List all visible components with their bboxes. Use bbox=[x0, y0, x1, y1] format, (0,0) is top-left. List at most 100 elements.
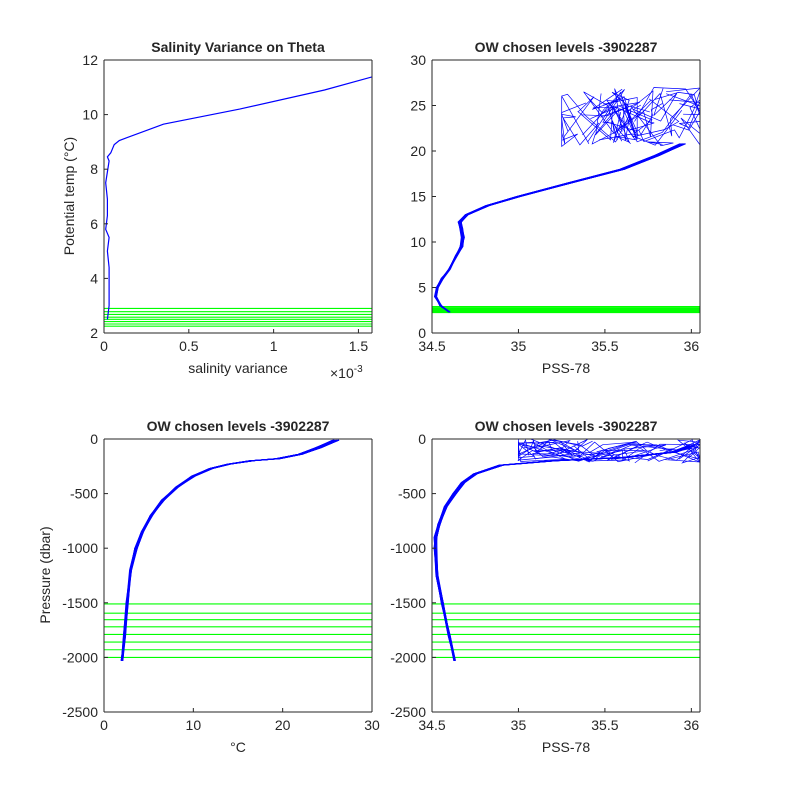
y-axis-label: Pressure (dbar) bbox=[37, 526, 53, 623]
subplot-salinity-pressure: OW chosen levels -3902287 PSS-78 34.5 35 3… bbox=[390, 418, 701, 755]
y-tick-label: 5 bbox=[418, 280, 426, 296]
surface-profile-line bbox=[606, 98, 680, 138]
surface-profile-line bbox=[634, 87, 700, 122]
x-tick-label: 35 bbox=[511, 338, 527, 354]
surface-profile-line bbox=[605, 442, 657, 462]
y-tick-label: -2500 bbox=[390, 704, 426, 720]
subplot-title: OW chosen levels -3902287 bbox=[475, 39, 658, 55]
x-tick-label: 34.5 bbox=[418, 338, 445, 354]
subplot-title: OW chosen levels -3902287 bbox=[475, 418, 658, 434]
y-tick-label: 30 bbox=[410, 52, 426, 68]
exponent-power: -3 bbox=[354, 364, 363, 375]
x-axis-exponent: ×10-3 bbox=[330, 364, 363, 381]
surface-profile-line bbox=[632, 88, 678, 122]
subplot-salinity-theta: OW chosen levels -3902287 PSS-78 34.5 35 3… bbox=[410, 39, 701, 376]
x-tick-label: 1 bbox=[270, 338, 278, 354]
x-tick-label: 36 bbox=[684, 717, 700, 733]
surface-profile-line bbox=[629, 105, 674, 147]
surface-profile-line bbox=[561, 93, 632, 144]
surface-profile-line bbox=[634, 440, 700, 464]
plot-area bbox=[104, 76, 372, 327]
y-tick-label: 2 bbox=[90, 325, 98, 341]
surface-profile-line bbox=[597, 89, 631, 145]
y-tick-label: 15 bbox=[410, 189, 426, 205]
y-tick-label: 12 bbox=[82, 52, 98, 68]
surface-profile-line bbox=[654, 92, 700, 116]
surface-profile-line bbox=[606, 439, 700, 461]
x-tick-label: 36 bbox=[684, 338, 700, 354]
surface-profile-line bbox=[664, 439, 700, 461]
surface-profile-line bbox=[562, 442, 700, 463]
y-tick-label: -500 bbox=[70, 486, 98, 502]
subplot-temperature-pressure: OW chosen levels -3902287 °C Pressure (d… bbox=[37, 418, 380, 755]
y-axis-label: Potential temp (°C) bbox=[61, 137, 77, 255]
y-tick-label: 20 bbox=[410, 143, 426, 159]
y-tick-label: 10 bbox=[82, 107, 98, 123]
y-tick-label: -2500 bbox=[62, 704, 98, 720]
x-axis-label: °C bbox=[230, 739, 246, 755]
x-tick-label: 30 bbox=[364, 717, 380, 733]
surface-profile-line bbox=[518, 439, 593, 457]
x-tick-label: 0 bbox=[100, 717, 108, 733]
surface-profile-line bbox=[529, 439, 573, 457]
profile-line bbox=[122, 439, 336, 661]
x-tick-label: 1.5 bbox=[349, 338, 369, 354]
y-tick-label: -1500 bbox=[390, 595, 426, 611]
y-tick-label: 10 bbox=[410, 234, 426, 250]
plot-area bbox=[432, 439, 700, 661]
x-tick-label: 0.5 bbox=[179, 338, 199, 354]
y-tick-label: -1000 bbox=[62, 540, 98, 556]
surface-profile-line bbox=[561, 102, 587, 148]
subplot-salinity-variance: Salinity Variance on Theta salinity vari… bbox=[61, 39, 373, 381]
surface-profile-line bbox=[583, 91, 623, 142]
y-tick-label: 0 bbox=[418, 431, 426, 447]
surface-profile-line bbox=[561, 113, 600, 146]
surface-profile-line bbox=[637, 87, 700, 137]
y-tick-label: -500 bbox=[398, 486, 426, 502]
y-tick-label: 4 bbox=[90, 270, 98, 286]
surface-profile-line bbox=[596, 439, 700, 461]
surface-profile-line bbox=[679, 101, 700, 140]
y-tick-label: -2000 bbox=[390, 649, 426, 665]
surface-profile-line bbox=[672, 110, 700, 146]
y-tick-label: 6 bbox=[90, 216, 98, 232]
x-axis-label: salinity variance bbox=[188, 360, 288, 376]
x-axis-label: PSS-78 bbox=[542, 739, 590, 755]
surface-profile-line bbox=[592, 88, 632, 141]
x-tick-label: 35 bbox=[511, 717, 527, 733]
surface-profile-line bbox=[647, 439, 700, 464]
x-tick-label: 34.5 bbox=[418, 717, 445, 733]
y-tick-label: 0 bbox=[418, 325, 426, 341]
surface-profile-line bbox=[577, 447, 695, 462]
x-tick-label: 35.5 bbox=[591, 338, 618, 354]
x-tick-label: 20 bbox=[275, 717, 291, 733]
subplot-title: OW chosen levels -3902287 bbox=[147, 418, 330, 434]
y-tick-label: -1000 bbox=[390, 540, 426, 556]
surface-profile-line bbox=[540, 440, 606, 462]
surface-profile-line bbox=[580, 441, 654, 463]
subplot-title: Salinity Variance on Theta bbox=[151, 39, 325, 55]
x-axis-label: PSS-78 bbox=[542, 360, 590, 376]
surface-profile-line bbox=[676, 439, 700, 452]
surface-profile-line bbox=[530, 439, 570, 461]
x-tick-label: 10 bbox=[186, 717, 202, 733]
y-tick-label: -2000 bbox=[62, 649, 98, 665]
y-tick-label: -1500 bbox=[62, 595, 98, 611]
x-tick-label: 0 bbox=[100, 338, 108, 354]
surface-profile-line bbox=[608, 101, 683, 146]
x-tick-label: 35.5 bbox=[591, 717, 618, 733]
surface-profile-line bbox=[679, 99, 700, 140]
series-line bbox=[105, 76, 372, 320]
plot-area bbox=[104, 439, 372, 661]
surface-profile-line bbox=[599, 103, 663, 141]
profile-line bbox=[436, 143, 686, 313]
y-tick-label: 8 bbox=[90, 161, 98, 177]
y-tick-label: 25 bbox=[410, 98, 426, 114]
surface-profile-line bbox=[677, 439, 700, 463]
exponent-base: ×10 bbox=[330, 365, 354, 381]
surface-profile-line bbox=[638, 90, 700, 143]
plot-area bbox=[432, 87, 700, 314]
surface-profile-line bbox=[591, 99, 652, 145]
